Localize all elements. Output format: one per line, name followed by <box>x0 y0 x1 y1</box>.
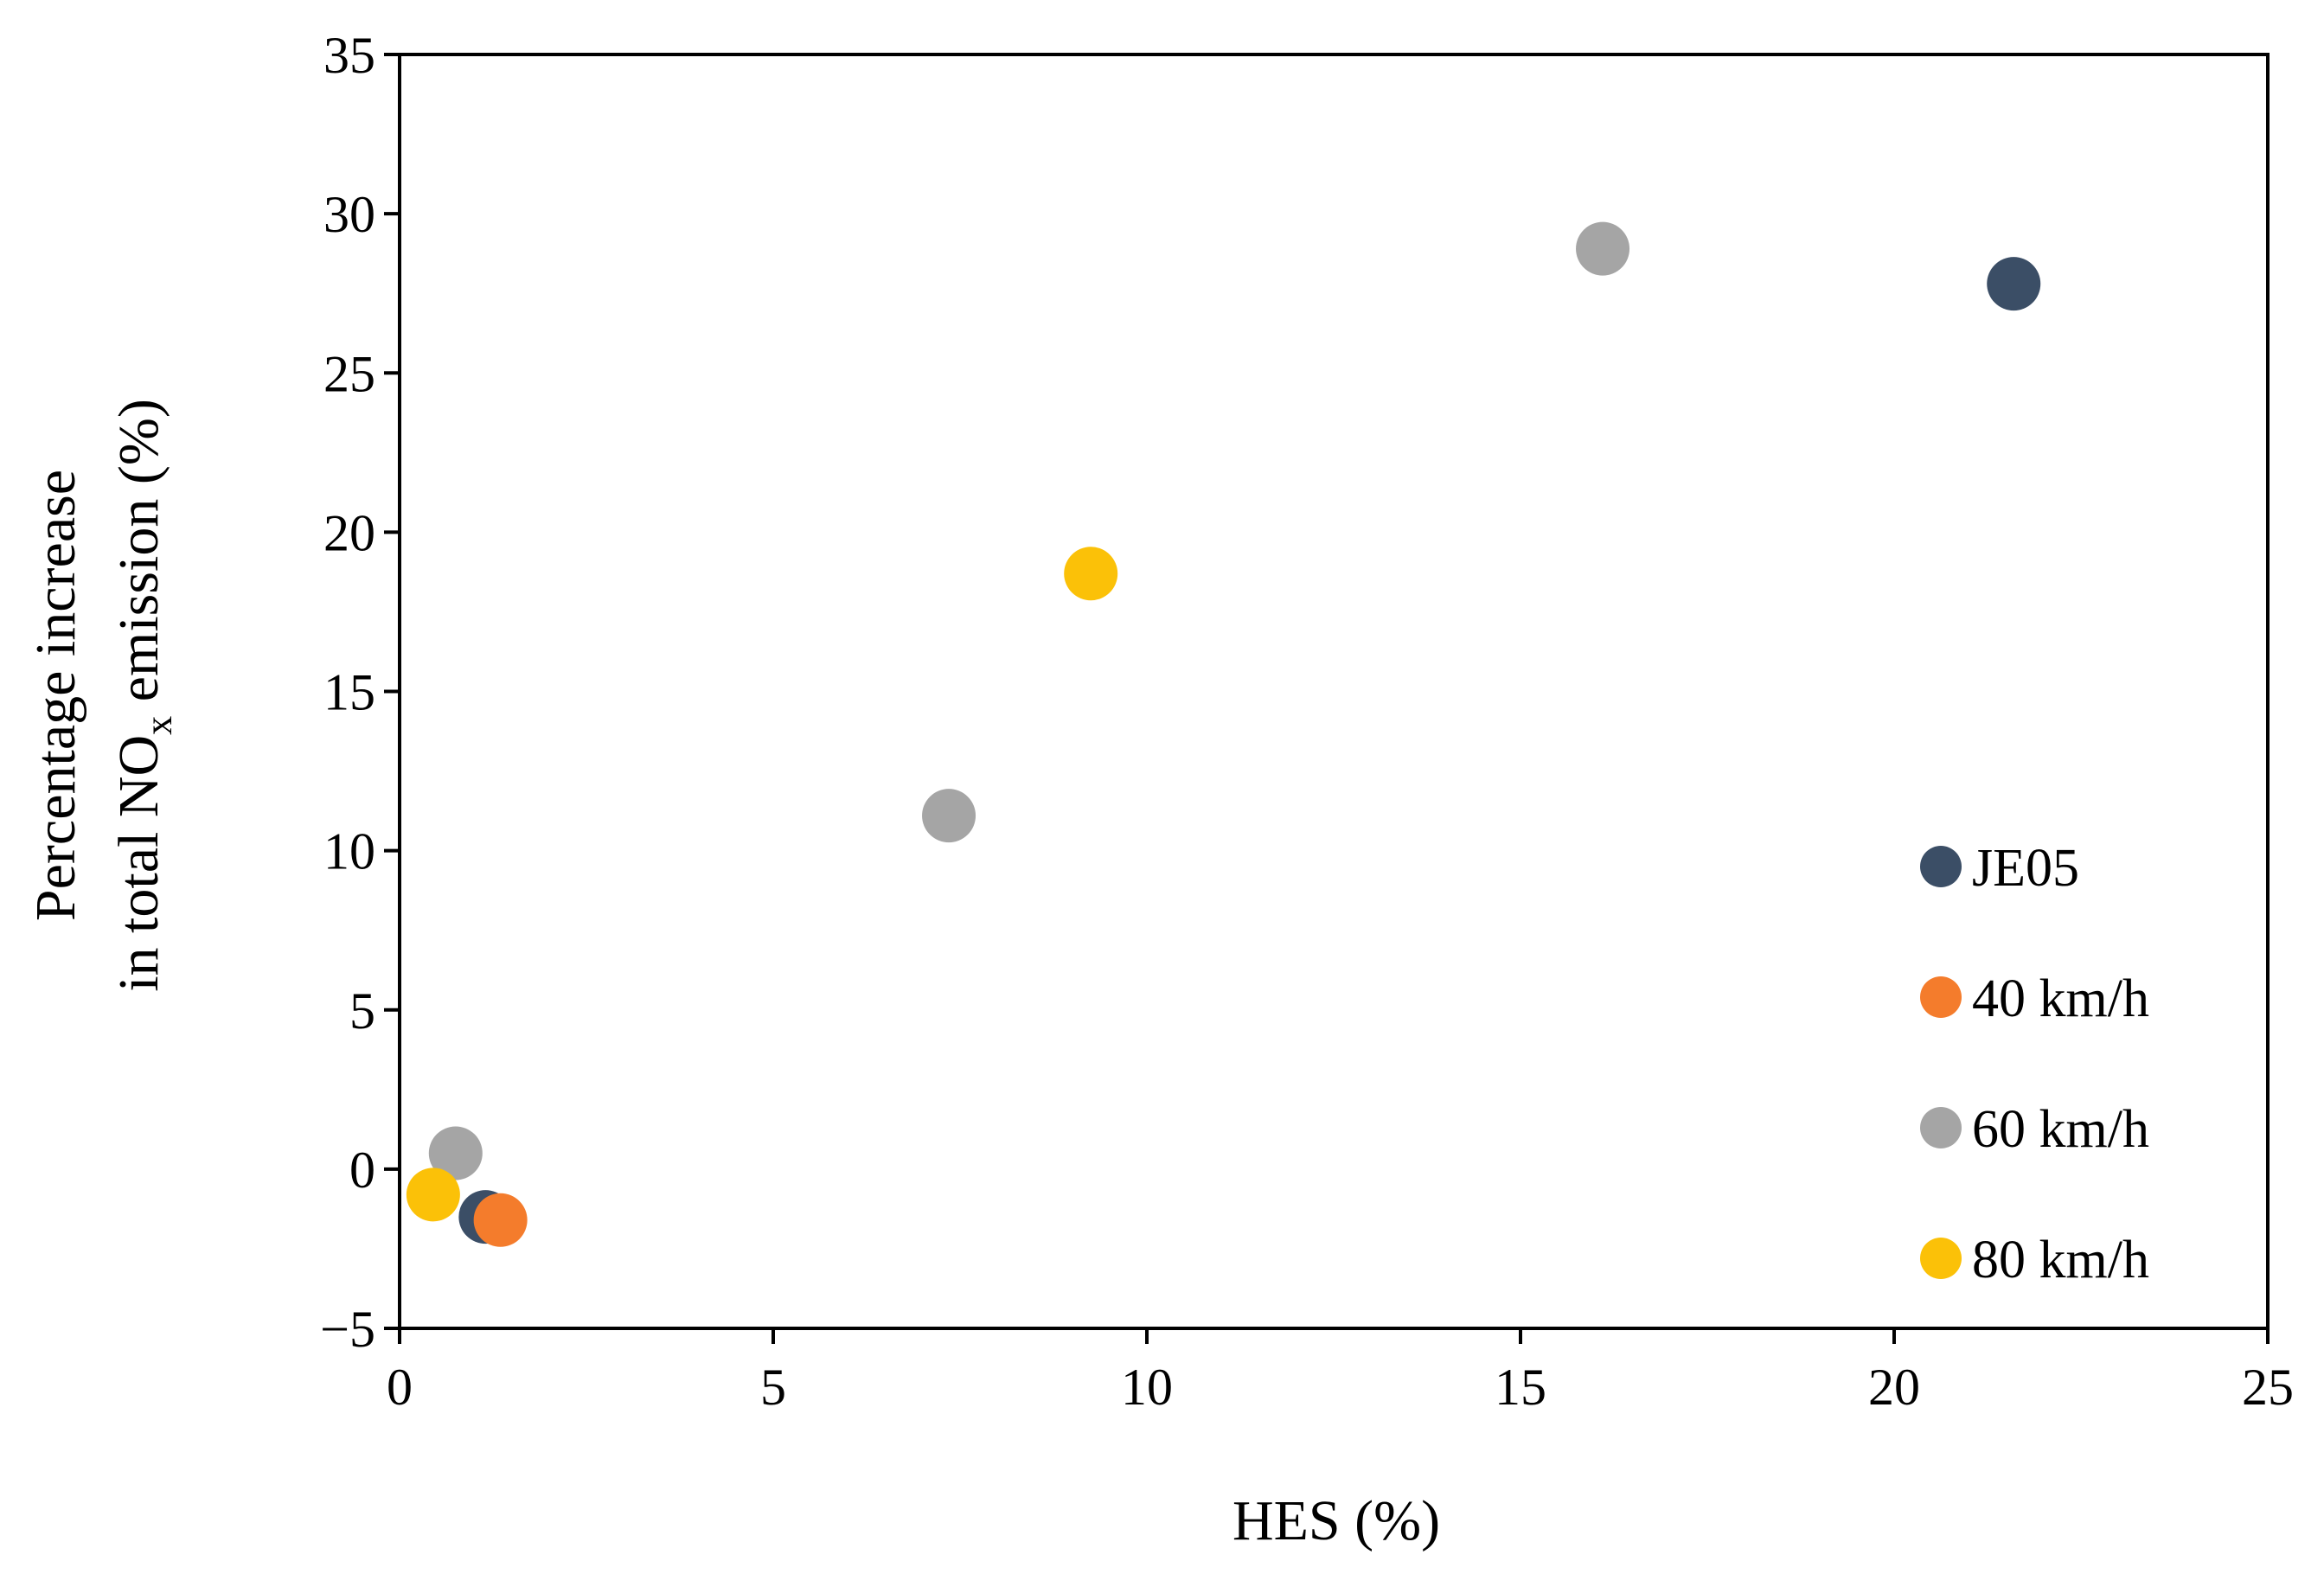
x-axis-title: HES (%) <box>1232 1489 1440 1552</box>
legend-marker <box>1920 1238 1962 1279</box>
data-point <box>473 1193 528 1247</box>
y-axis-title-line2-suffix: emission (%) <box>107 399 170 716</box>
y-axis-title-line1: Percentage increase <box>24 470 87 921</box>
y-tick-label: 20 <box>323 504 375 561</box>
legend: JE05 40 km/h 60 km/h 80 km/h <box>1920 839 2149 1289</box>
legend-label: 40 km/h <box>1972 969 2149 1028</box>
x-tick-label: 10 <box>1121 1359 1173 1416</box>
data-point <box>1064 547 1118 601</box>
legend-marker <box>1920 846 1962 887</box>
y-axis-title-line2-prefix: in total NO <box>107 735 170 992</box>
data-point <box>406 1168 460 1222</box>
data-point <box>428 1126 483 1180</box>
data-point <box>1576 221 1630 276</box>
y-tick-label: 25 <box>323 345 375 402</box>
y-axis-title-line2-subscript: x <box>138 716 180 735</box>
data-point <box>922 789 976 843</box>
data-point <box>1987 257 2041 311</box>
legend-label: 80 km/h <box>1972 1231 2149 1289</box>
legend-marker <box>1920 976 1962 1018</box>
data-points <box>406 221 2041 1247</box>
y-tick-label: −5 <box>320 1301 375 1358</box>
y-axis-title-line2: in total NOx emission (%) <box>107 399 180 992</box>
y-tick-label: 0 <box>349 1142 375 1199</box>
y-axis-title: Percentage increase in total NOx emissio… <box>24 399 180 992</box>
x-tick-label: 25 <box>2242 1359 2294 1416</box>
x-tick-label: 0 <box>387 1359 413 1416</box>
legend-label: JE05 <box>1972 839 2079 898</box>
x-tick-label: 15 <box>1495 1359 1546 1416</box>
y-tick-label: 10 <box>323 823 375 880</box>
legend-marker <box>1920 1107 1962 1148</box>
legend-label: 60 km/h <box>1972 1100 2149 1159</box>
x-tick-label: 5 <box>760 1359 786 1416</box>
y-tick-label: 30 <box>323 186 375 243</box>
y-tick-label: 5 <box>349 982 375 1040</box>
y-tick-label: 35 <box>323 27 375 84</box>
x-tick-label: 20 <box>1868 1359 1920 1416</box>
y-tick-label: 15 <box>323 664 375 721</box>
